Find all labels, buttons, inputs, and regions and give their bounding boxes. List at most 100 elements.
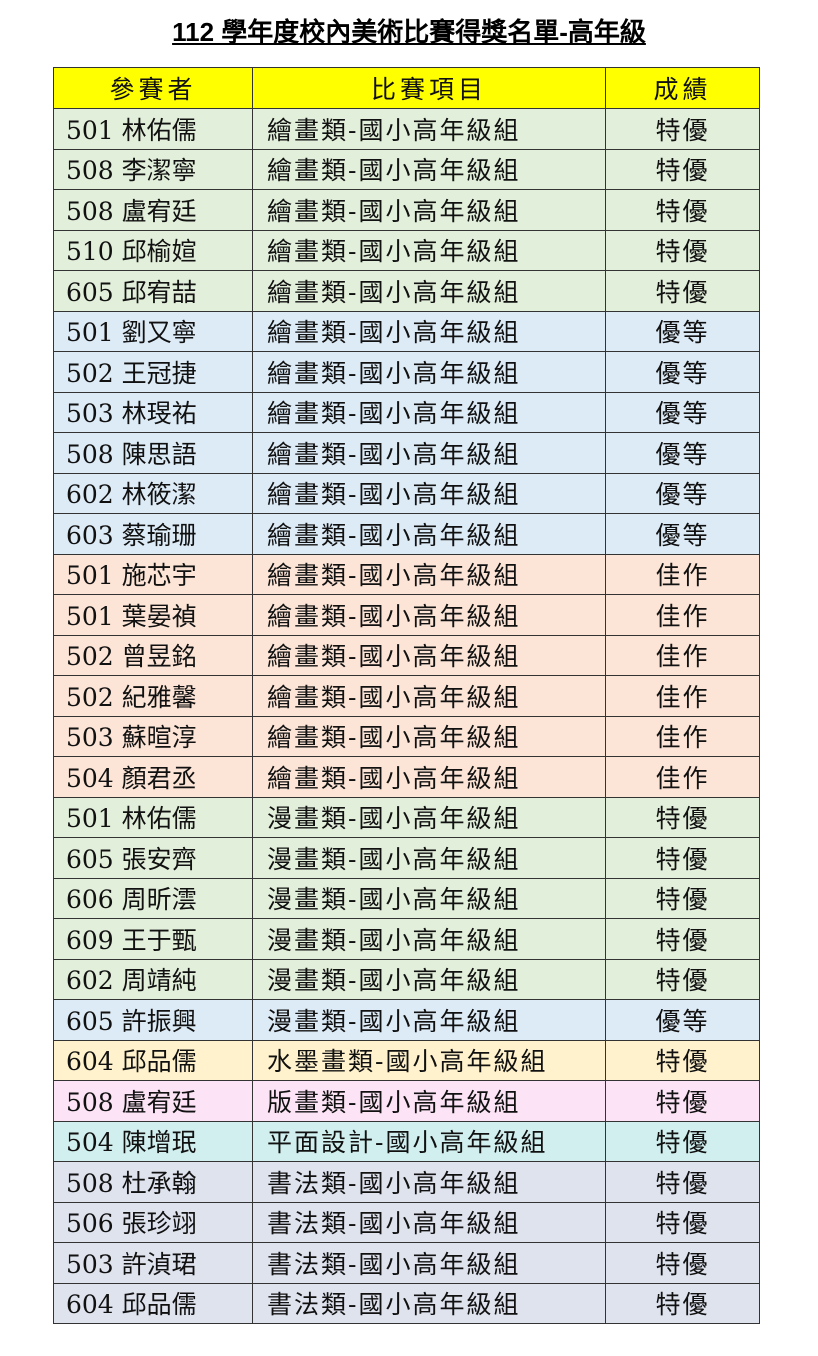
table-row: 502 王冠捷 繪畫類-國小高年級組 優等 bbox=[53, 351, 760, 393]
event-cell: 繪畫類-國小高年級組 bbox=[252, 472, 606, 514]
event-cell: 繪畫類-國小高年級組 bbox=[252, 675, 606, 717]
participant-cell: 501 施芯宇 bbox=[53, 553, 253, 595]
event-cell: 繪畫類-國小高年級組 bbox=[252, 634, 606, 676]
table-row: 501 林佑儒 漫畫類-國小高年級組 特優 bbox=[53, 796, 760, 838]
event-cell: 書法類-國小高年級組 bbox=[252, 1161, 606, 1203]
result-cell: 優等 bbox=[605, 391, 760, 433]
participant-cell: 604 邱品儒 bbox=[53, 1039, 253, 1081]
result-cell: 特優 bbox=[605, 877, 760, 919]
participant-cell: 504 顏君丞 bbox=[53, 756, 253, 798]
result-cell: 特優 bbox=[605, 1242, 760, 1284]
table-row: 503 蘇暄淳 繪畫類-國小高年級組 佳作 bbox=[53, 715, 760, 757]
participant-cell: 508 盧宥廷 bbox=[53, 1080, 253, 1122]
result-cell: 優等 bbox=[605, 432, 760, 474]
participant-cell: 508 盧宥廷 bbox=[53, 189, 253, 231]
event-cell: 漫畫類-國小高年級組 bbox=[252, 796, 606, 838]
table-row: 502 紀雅馨 繪畫類-國小高年級組 佳作 bbox=[53, 675, 760, 717]
event-cell: 繪畫類-國小高年級組 bbox=[252, 553, 606, 595]
header-result: 成績 bbox=[605, 67, 760, 109]
event-cell: 繪畫類-國小高年級組 bbox=[252, 391, 606, 433]
result-cell: 優等 bbox=[605, 513, 760, 555]
result-cell: 特優 bbox=[605, 837, 760, 879]
event-cell: 漫畫類-國小高年級組 bbox=[252, 877, 606, 919]
event-cell: 繪畫類-國小高年級組 bbox=[252, 108, 606, 150]
table-row: 510 邱榆媗 繪畫類-國小高年級組 特優 bbox=[53, 229, 760, 271]
participant-cell: 501 林佑儒 bbox=[53, 108, 253, 150]
result-cell: 優等 bbox=[605, 310, 760, 352]
table-row: 501 葉晏禎 繪畫類-國小高年級組 佳作 bbox=[53, 594, 760, 636]
participant-cell: 503 蘇暄淳 bbox=[53, 715, 253, 757]
participant-cell: 510 邱榆媗 bbox=[53, 229, 253, 271]
header-row: 參賽者 比賽項目 成績 bbox=[53, 67, 760, 109]
table-row: 602 林筱潔 繪畫類-國小高年級組 優等 bbox=[53, 472, 760, 514]
table-row: 506 張珍翊 書法類-國小高年級組 特優 bbox=[53, 1201, 760, 1243]
result-cell: 優等 bbox=[605, 351, 760, 393]
result-cell: 特優 bbox=[605, 1120, 760, 1162]
header-participant: 參賽者 bbox=[53, 67, 253, 109]
participant-cell: 604 邱品儒 bbox=[53, 1282, 253, 1324]
participant-cell: 605 邱宥喆 bbox=[53, 270, 253, 312]
participant-cell: 602 周靖純 bbox=[53, 958, 253, 1000]
page-title: 112 學年度校內美術比賽得獎名單-高年級 bbox=[172, 17, 646, 47]
event-cell: 漫畫類-國小高年級組 bbox=[252, 918, 606, 960]
result-cell: 佳作 bbox=[605, 553, 760, 595]
table-row: 508 盧宥廷 繪畫類-國小高年級組 特優 bbox=[53, 189, 760, 231]
event-cell: 漫畫類-國小高年級組 bbox=[252, 999, 606, 1041]
participant-cell: 504 陳增珉 bbox=[53, 1120, 253, 1162]
event-cell: 繪畫類-國小高年級組 bbox=[252, 351, 606, 393]
table-row: 604 邱品儒 水墨畫類-國小高年級組 特優 bbox=[53, 1039, 760, 1081]
table-row: 501 林佑儒 繪畫類-國小高年級組 特優 bbox=[53, 108, 760, 150]
event-cell: 書法類-國小高年級組 bbox=[252, 1282, 606, 1324]
result-cell: 特優 bbox=[605, 270, 760, 312]
table-row: 501 施芯宇 繪畫類-國小高年級組 佳作 bbox=[53, 553, 760, 595]
table-row: 603 蔡瑜珊 繪畫類-國小高年級組 優等 bbox=[53, 513, 760, 555]
result-cell: 特優 bbox=[605, 1039, 760, 1081]
event-cell: 漫畫類-國小高年級組 bbox=[252, 958, 606, 1000]
result-cell: 特優 bbox=[605, 918, 760, 960]
participant-cell: 508 李潔寧 bbox=[53, 148, 253, 190]
participant-cell: 508 陳思語 bbox=[53, 432, 253, 474]
event-cell: 版畫類-國小高年級組 bbox=[252, 1080, 606, 1122]
result-cell: 特優 bbox=[605, 958, 760, 1000]
participant-cell: 501 林佑儒 bbox=[53, 796, 253, 838]
participant-cell: 603 蔡瑜珊 bbox=[53, 513, 253, 555]
event-cell: 繪畫類-國小高年級組 bbox=[252, 270, 606, 312]
header-event: 比賽項目 bbox=[252, 67, 606, 109]
participant-cell: 606 周昕澐 bbox=[53, 877, 253, 919]
event-cell: 平面設計-國小高年級組 bbox=[252, 1120, 606, 1162]
result-cell: 特優 bbox=[605, 189, 760, 231]
participant-cell: 609 王于甄 bbox=[53, 918, 253, 960]
event-cell: 繪畫類-國小高年級組 bbox=[252, 148, 606, 190]
table-row: 508 杜承翰 書法類-國小高年級組 特優 bbox=[53, 1161, 760, 1203]
result-cell: 佳作 bbox=[605, 715, 760, 757]
result-cell: 特優 bbox=[605, 1201, 760, 1243]
participant-cell: 605 許振興 bbox=[53, 999, 253, 1041]
event-cell: 繪畫類-國小高年級組 bbox=[252, 310, 606, 352]
event-cell: 繪畫類-國小高年級組 bbox=[252, 594, 606, 636]
result-cell: 特優 bbox=[605, 108, 760, 150]
table-row: 503 林琝祐 繪畫類-國小高年級組 優等 bbox=[53, 391, 760, 433]
event-cell: 繪畫類-國小高年級組 bbox=[252, 189, 606, 231]
participant-cell: 501 葉晏禎 bbox=[53, 594, 253, 636]
participant-cell: 503 許湞珺 bbox=[53, 1242, 253, 1284]
table-row: 605 張安齊 漫畫類-國小高年級組 特優 bbox=[53, 837, 760, 879]
participant-cell: 502 曾昱銘 bbox=[53, 634, 253, 676]
result-cell: 特優 bbox=[605, 229, 760, 271]
table-row: 602 周靖純 漫畫類-國小高年級組 特優 bbox=[53, 958, 760, 1000]
participant-cell: 501 劉又寧 bbox=[53, 310, 253, 352]
table-row: 503 許湞珺 書法類-國小高年級組 特優 bbox=[53, 1242, 760, 1284]
event-cell: 漫畫類-國小高年級組 bbox=[252, 837, 606, 879]
event-cell: 繪畫類-國小高年級組 bbox=[252, 756, 606, 798]
table-row: 508 李潔寧 繪畫類-國小高年級組 特優 bbox=[53, 148, 760, 190]
table-row: 508 盧宥廷 版畫類-國小高年級組 特優 bbox=[53, 1080, 760, 1122]
event-cell: 繪畫類-國小高年級組 bbox=[252, 715, 606, 757]
participant-cell: 503 林琝祐 bbox=[53, 391, 253, 433]
result-cell: 優等 bbox=[605, 999, 760, 1041]
table-row: 605 邱宥喆 繪畫類-國小高年級組 特優 bbox=[53, 270, 760, 312]
event-cell: 書法類-國小高年級組 bbox=[252, 1242, 606, 1284]
event-cell: 繪畫類-國小高年級組 bbox=[252, 513, 606, 555]
table-row: 504 陳增珉 平面設計-國小高年級組 特優 bbox=[53, 1120, 760, 1162]
table-row: 502 曾昱銘 繪畫類-國小高年級組 佳作 bbox=[53, 634, 760, 676]
participant-cell: 508 杜承翰 bbox=[53, 1161, 253, 1203]
table-row: 606 周昕澐 漫畫類-國小高年級組 特優 bbox=[53, 877, 760, 919]
